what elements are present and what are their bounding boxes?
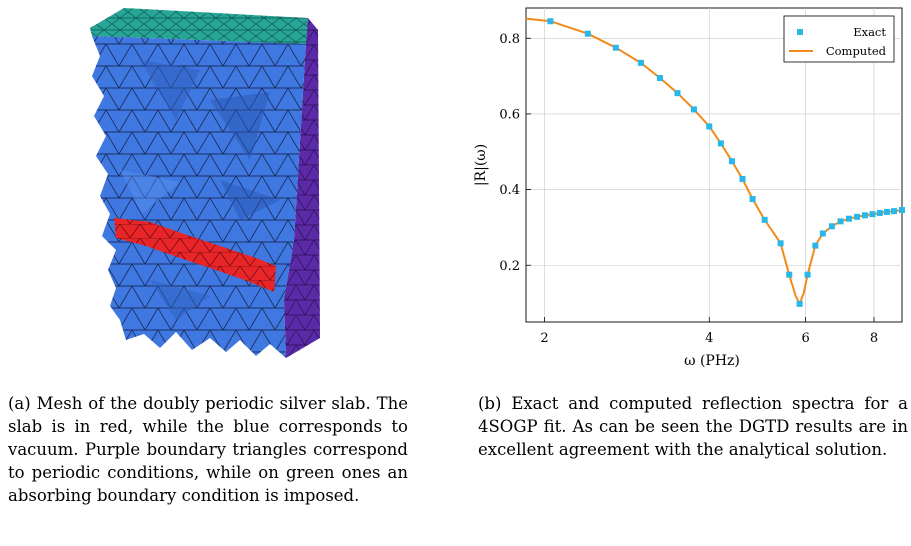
- exact-point: [804, 271, 811, 278]
- exact-point: [796, 300, 803, 307]
- x-tick-label: 4: [705, 331, 713, 346]
- exact-point: [828, 223, 835, 230]
- exact-point: [728, 158, 735, 165]
- exact-point: [837, 218, 844, 225]
- mesh-illustration: [90, 8, 320, 358]
- exact-point: [845, 215, 852, 222]
- exact-point: [861, 212, 868, 219]
- y-tick-label: 0.6: [499, 107, 520, 122]
- exact-point: [717, 140, 724, 147]
- x-axis-label: ω (PHz): [684, 353, 740, 369]
- caption-figure-b: (b) Exact and computed reflection spectr…: [478, 394, 908, 459]
- reflection-chart: 2 4 6 8 0.2 0.4 0.6 0.8 ω (PHz) |R|(ω) Exact Co…: [455, 0, 911, 380]
- axis-ticks: 2 4 6 8 0.2 0.4 0.6 0.8: [499, 32, 878, 346]
- exact-point: [876, 210, 883, 217]
- x-tick-label: 2: [540, 331, 548, 346]
- legend-marker-exact: [797, 29, 803, 35]
- y-axis-label: |R|(ω): [473, 144, 489, 186]
- exact-point: [674, 90, 681, 97]
- exact-point: [786, 271, 793, 278]
- legend-box: [783, 15, 895, 63]
- exact-point: [739, 175, 746, 182]
- exact-point: [777, 240, 784, 247]
- exact-point: [761, 216, 768, 223]
- y-tick-label: 0.4: [499, 183, 520, 198]
- exact-point: [749, 196, 756, 203]
- exact-point: [706, 123, 713, 130]
- exact-point: [547, 18, 554, 25]
- exact-point: [890, 208, 897, 215]
- y-tick-label: 0.2: [499, 259, 520, 274]
- exact-point: [812, 242, 819, 249]
- chart-canvas: 2 4 6 8 0.2 0.4 0.6 0.8 ω (PHz) |R|(ω) Exact Co…: [473, 7, 905, 369]
- exact-point: [584, 30, 591, 37]
- legend-label-computed: Computed: [826, 44, 887, 58]
- legend: Exact Computed: [783, 15, 895, 63]
- x-tick-label: 8: [870, 331, 878, 346]
- y-tick-label: 0.8: [499, 32, 520, 47]
- x-tick-label: 6: [801, 331, 809, 346]
- legend-label-exact: Exact: [853, 25, 886, 39]
- mesh-figure: [80, 0, 340, 360]
- exact-point: [656, 74, 663, 81]
- exact-point: [612, 44, 619, 51]
- series-layer: [525, 17, 905, 307]
- exact-point: [899, 207, 905, 214]
- exact-point: [819, 230, 826, 237]
- caption-figure-a: (a) Mesh of the doubly periodic silver s…: [8, 394, 408, 505]
- exact-point: [637, 59, 644, 66]
- exact-point: [690, 106, 697, 113]
- exact-point: [869, 211, 876, 218]
- exact-point: [884, 208, 891, 215]
- exact-point: [854, 213, 861, 220]
